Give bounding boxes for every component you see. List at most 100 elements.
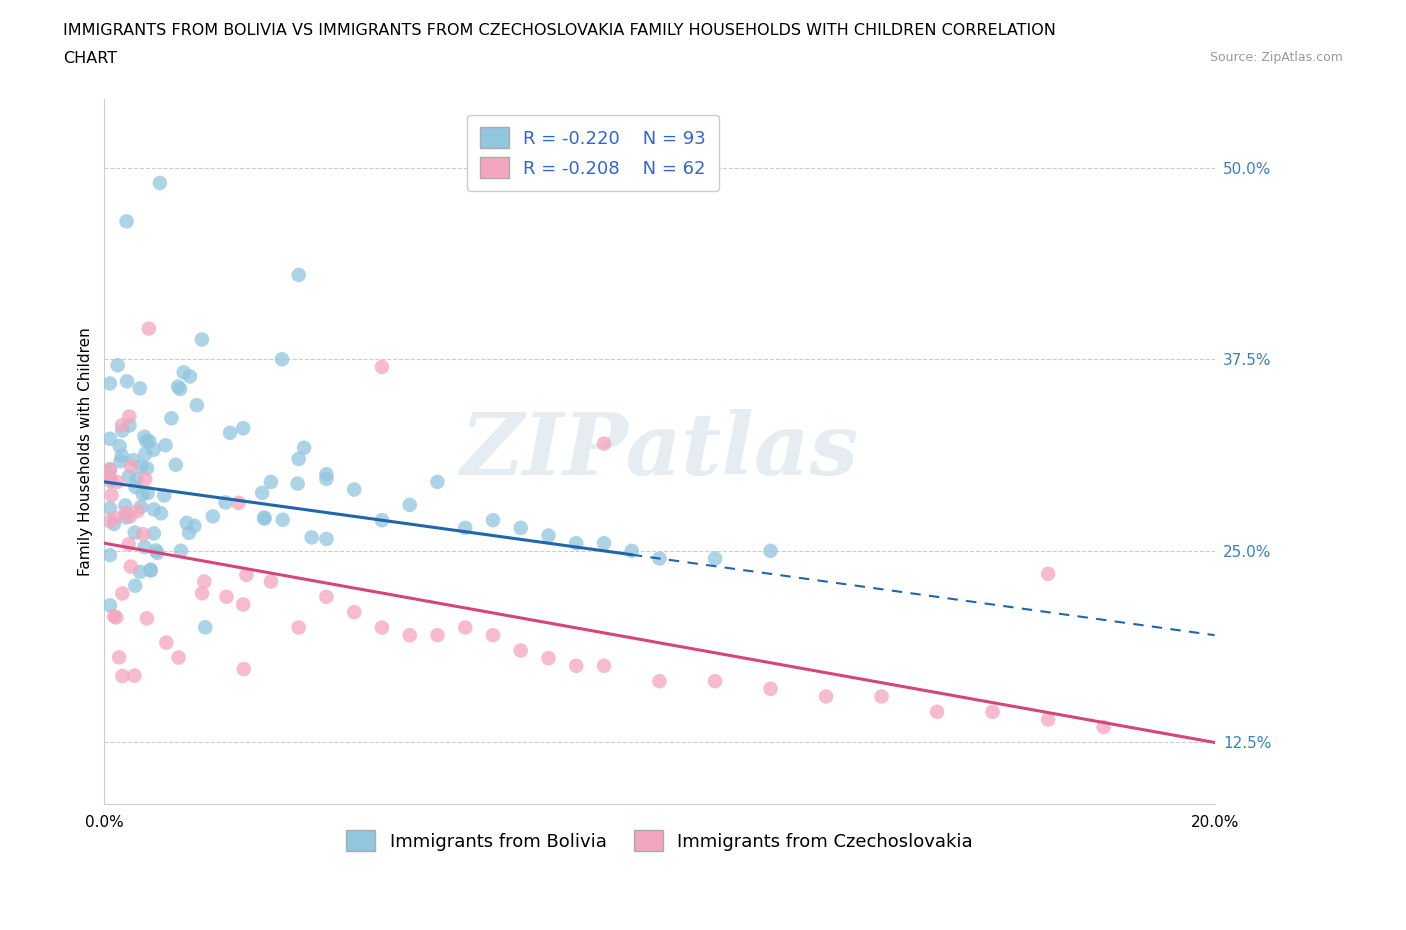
Point [169,381,191,396]
Point [232,661,254,676]
Point [537,528,560,543]
Point [426,628,449,643]
Point [301,530,323,545]
Point [593,658,616,673]
Point [108,439,131,454]
Point [98,598,121,613]
Text: IMMIGRANTS FROM BOLIVIA VS IMMIGRANTS FROM CZECHOSLOVAKIA FAMILY HOUSEHOLDS WITH: IMMIGRANTS FROM BOLIVIA VS IMMIGRANTS FR… [63,23,1056,38]
Point [482,512,505,527]
Point [111,418,134,432]
Point [454,620,477,635]
Point [98,376,121,391]
Point [139,564,162,578]
Point [98,432,121,446]
Point [136,460,159,475]
Point [120,458,142,473]
Point [287,451,309,466]
Point [292,440,315,455]
Point [132,486,155,501]
Point [371,512,394,527]
Point [115,510,138,525]
Point [155,438,177,453]
Point [138,321,160,336]
Point [426,474,449,489]
Point [287,476,309,491]
Point [176,515,198,530]
Point [214,495,236,510]
Point [98,548,121,563]
Point [232,420,254,435]
Point [142,526,165,541]
Point [253,512,276,526]
Point [1036,712,1059,727]
Point [100,473,122,488]
Point [201,509,224,524]
Point [193,574,215,589]
Point [454,521,477,536]
Legend: Immigrants from Bolivia, Immigrants from Czechoslovakia: Immigrants from Bolivia, Immigrants from… [339,823,980,858]
Point [343,482,366,497]
Point [194,620,217,635]
Point [165,458,187,472]
Point [124,525,146,540]
Point [191,586,214,601]
Point [648,551,671,566]
Point [648,673,671,688]
Point [593,436,616,451]
Point [620,543,643,558]
Point [287,620,309,635]
Text: ZIPatlas: ZIPatlas [460,409,859,493]
Point [118,509,141,524]
Point [134,446,156,461]
Text: CHART: CHART [63,51,117,66]
Point [167,650,190,665]
Point [315,590,337,604]
Point [759,682,782,697]
Point [114,506,136,521]
Point [215,590,238,604]
Point [124,668,146,683]
Point [704,551,727,566]
Point [271,512,294,527]
Point [111,586,134,601]
Point [235,567,257,582]
Point [111,448,134,463]
Point [118,537,141,551]
Point [925,704,948,719]
Point [108,650,131,665]
Point [593,536,616,551]
Point [260,574,283,589]
Point [250,485,273,500]
Point [160,411,183,426]
Point [114,498,136,513]
Point [870,689,893,704]
Point [128,381,150,396]
Point [565,658,588,673]
Point [398,628,420,643]
Point [115,374,138,389]
Point [107,358,129,373]
Point [122,453,145,468]
Point [125,472,148,486]
Point [100,472,122,486]
Point [129,565,152,579]
Point [134,539,156,554]
Point [343,604,366,619]
Point [138,434,160,449]
Point [98,471,121,485]
Point [150,506,173,521]
Point [315,532,337,547]
Point [1092,720,1115,735]
Point [170,543,193,558]
Point [135,434,157,449]
Point [1036,566,1059,581]
Point [146,546,169,561]
Point [118,418,141,432]
Point [142,443,165,458]
Point [371,620,394,635]
Point [232,597,254,612]
Point [136,485,159,500]
Point [179,369,201,384]
Point [98,500,121,515]
Point [111,423,134,438]
